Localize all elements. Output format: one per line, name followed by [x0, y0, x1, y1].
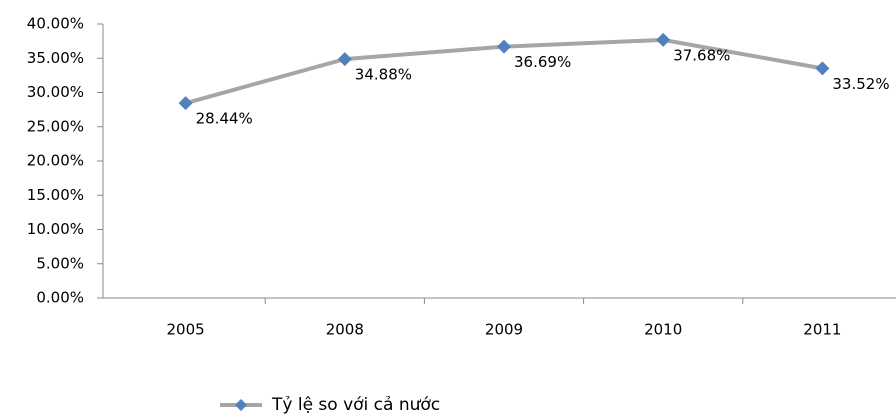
y-tick-label: 10.00%	[27, 220, 84, 238]
data-label: 34.88%	[355, 66, 412, 84]
data-label: 33.52%	[832, 75, 889, 93]
marker	[815, 61, 830, 76]
data-label: 37.68%	[673, 46, 730, 64]
y-tick-label: 25.00%	[27, 117, 84, 135]
data-label: 36.69%	[514, 53, 571, 71]
data-label: 28.44%	[196, 110, 253, 128]
y-tick-label: 40.00%	[27, 15, 84, 33]
x-tick-label: 2011	[803, 321, 841, 339]
y-tick-label: 0.00%	[36, 289, 84, 307]
legend-label: Tỷ lệ so với cả nước	[271, 395, 440, 415]
y-tick-label: 5.00%	[36, 254, 84, 272]
legend-marker	[235, 399, 247, 411]
y-tick-label: 15.00%	[27, 186, 84, 204]
x-tick-label: 2005	[167, 321, 205, 339]
marker	[656, 32, 671, 47]
x-tick-label: 2009	[485, 321, 523, 339]
y-tick-label: 20.00%	[27, 152, 84, 170]
marker	[497, 39, 511, 54]
x-tick-label: 2008	[326, 321, 364, 339]
y-tick-label: 30.00%	[27, 83, 84, 101]
marker	[178, 96, 193, 111]
x-tick-label: 2010	[644, 321, 682, 339]
marker	[337, 52, 352, 67]
y-tick-label: 35.00%	[27, 49, 84, 67]
